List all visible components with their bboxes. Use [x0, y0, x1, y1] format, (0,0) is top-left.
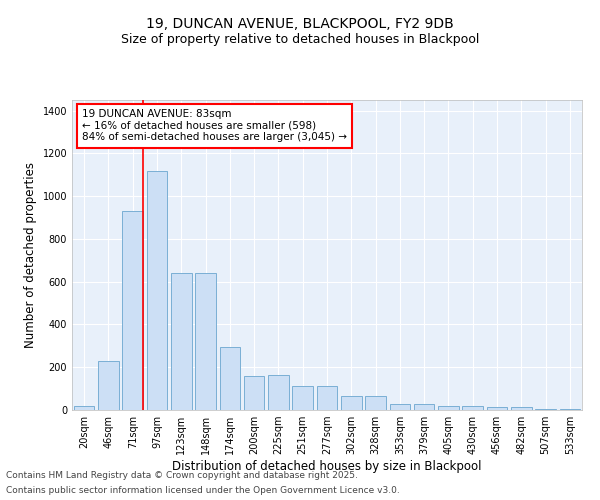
Bar — [389, 404, 410, 410]
Bar — [268, 374, 289, 410]
Bar — [171, 273, 191, 410]
Bar — [487, 408, 508, 410]
Bar — [244, 376, 265, 410]
Bar — [74, 406, 94, 410]
Bar — [511, 408, 532, 410]
Bar — [98, 361, 119, 410]
Text: Size of property relative to detached houses in Blackpool: Size of property relative to detached ho… — [121, 32, 479, 46]
X-axis label: Distribution of detached houses by size in Blackpool: Distribution of detached houses by size … — [172, 460, 482, 473]
Bar — [195, 273, 216, 410]
Text: Contains HM Land Registry data © Crown copyright and database right 2025.: Contains HM Land Registry data © Crown c… — [6, 471, 358, 480]
Bar — [535, 409, 556, 410]
Bar — [122, 211, 143, 410]
Bar — [341, 396, 362, 410]
Text: 19 DUNCAN AVENUE: 83sqm
← 16% of detached houses are smaller (598)
84% of semi-d: 19 DUNCAN AVENUE: 83sqm ← 16% of detache… — [82, 110, 347, 142]
Bar — [414, 404, 434, 410]
Bar — [292, 386, 313, 410]
Bar — [438, 406, 459, 410]
Bar — [220, 347, 240, 410]
Bar — [146, 170, 167, 410]
Text: Contains public sector information licensed under the Open Government Licence v3: Contains public sector information licen… — [6, 486, 400, 495]
Y-axis label: Number of detached properties: Number of detached properties — [24, 162, 37, 348]
Bar — [317, 386, 337, 410]
Bar — [365, 396, 386, 410]
Bar — [463, 406, 483, 410]
Text: 19, DUNCAN AVENUE, BLACKPOOL, FY2 9DB: 19, DUNCAN AVENUE, BLACKPOOL, FY2 9DB — [146, 18, 454, 32]
